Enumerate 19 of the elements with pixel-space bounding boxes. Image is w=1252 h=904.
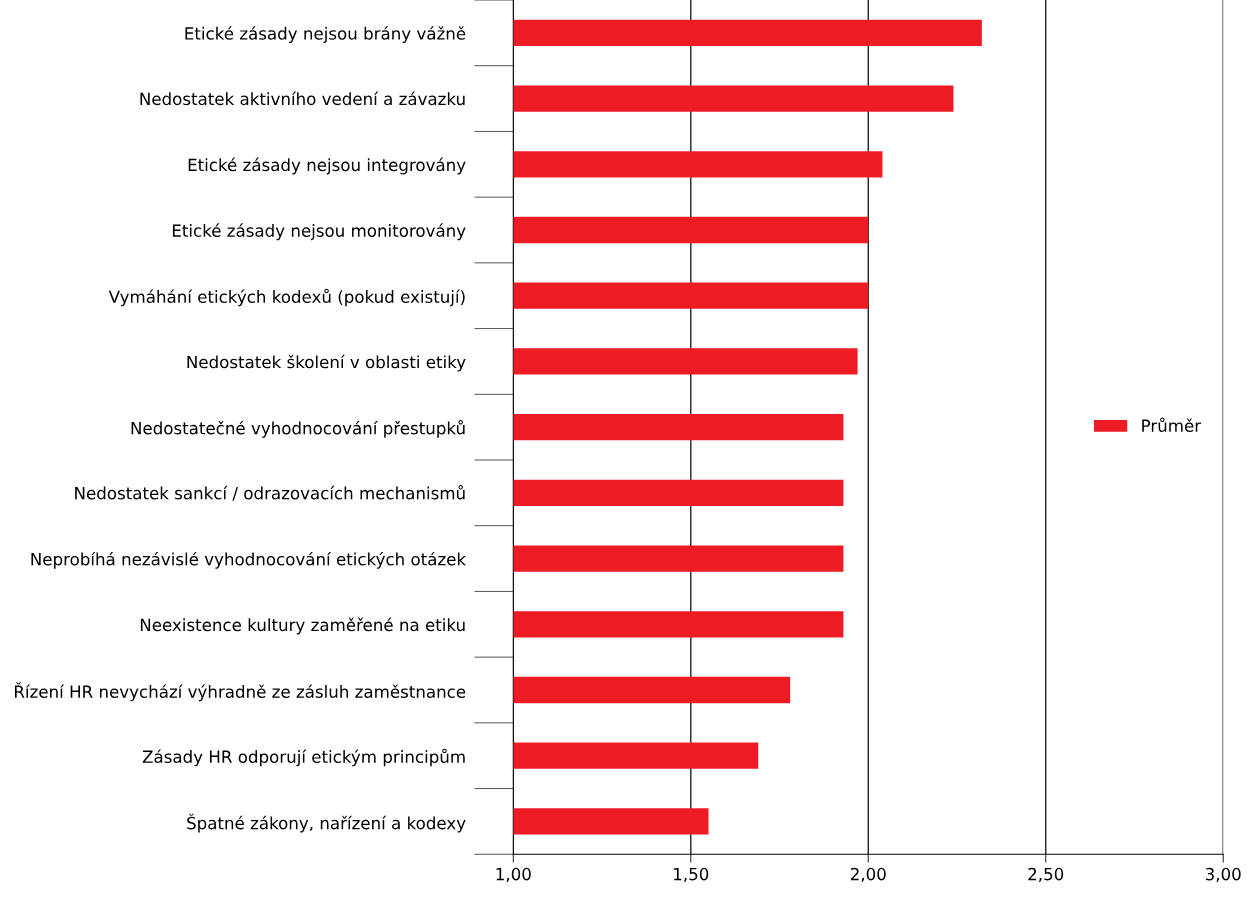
y-tick-label: Špatné zákony, nařízení a kodexy [187,813,466,833]
y-tick-label: Neexistence kultury zaměřené na etiku [140,617,465,635]
y-tick-label: Zásady HR odporují etickým principům [142,748,465,767]
x-tick-label: 2,50 [1028,867,1064,883]
y-tick-label: Etické zásady nejsou brány vážně [185,26,466,43]
legend-label: Průměr [1142,417,1202,432]
y-tick-label: Vymáhání etických kodexů (pokud existují) [108,288,465,307]
x-tick-label: 2,00 [850,867,886,883]
x-tick-label: 1,50 [674,867,709,883]
y-tick-label: Řízení HR nevychází výhradně ze zásluh zaměstnance [14,682,466,702]
y-tick-label: Neprobíhá nezávislé vyhodnocování etických otázek [31,551,467,569]
y-tick-label: Nedostatek aktivního vedení a závazku [140,91,465,106]
y-tick-label: Nedostatek školení v oblasti etiky [187,354,466,372]
x-tick-label: 1,00 [496,867,531,883]
y-tick-label: Etické zásady nejsou monitorovány [172,223,466,241]
x-tick-label: 3,00 [1205,867,1241,883]
y-tick-label: Nedostatek sankcí / odrazovacích mechanismů [75,485,465,501]
y-tick-label: Etické zásady nejsou integrovány [188,157,466,175]
y-tick-label: Nedostatečné vyhodnocování přestupků [131,420,465,438]
